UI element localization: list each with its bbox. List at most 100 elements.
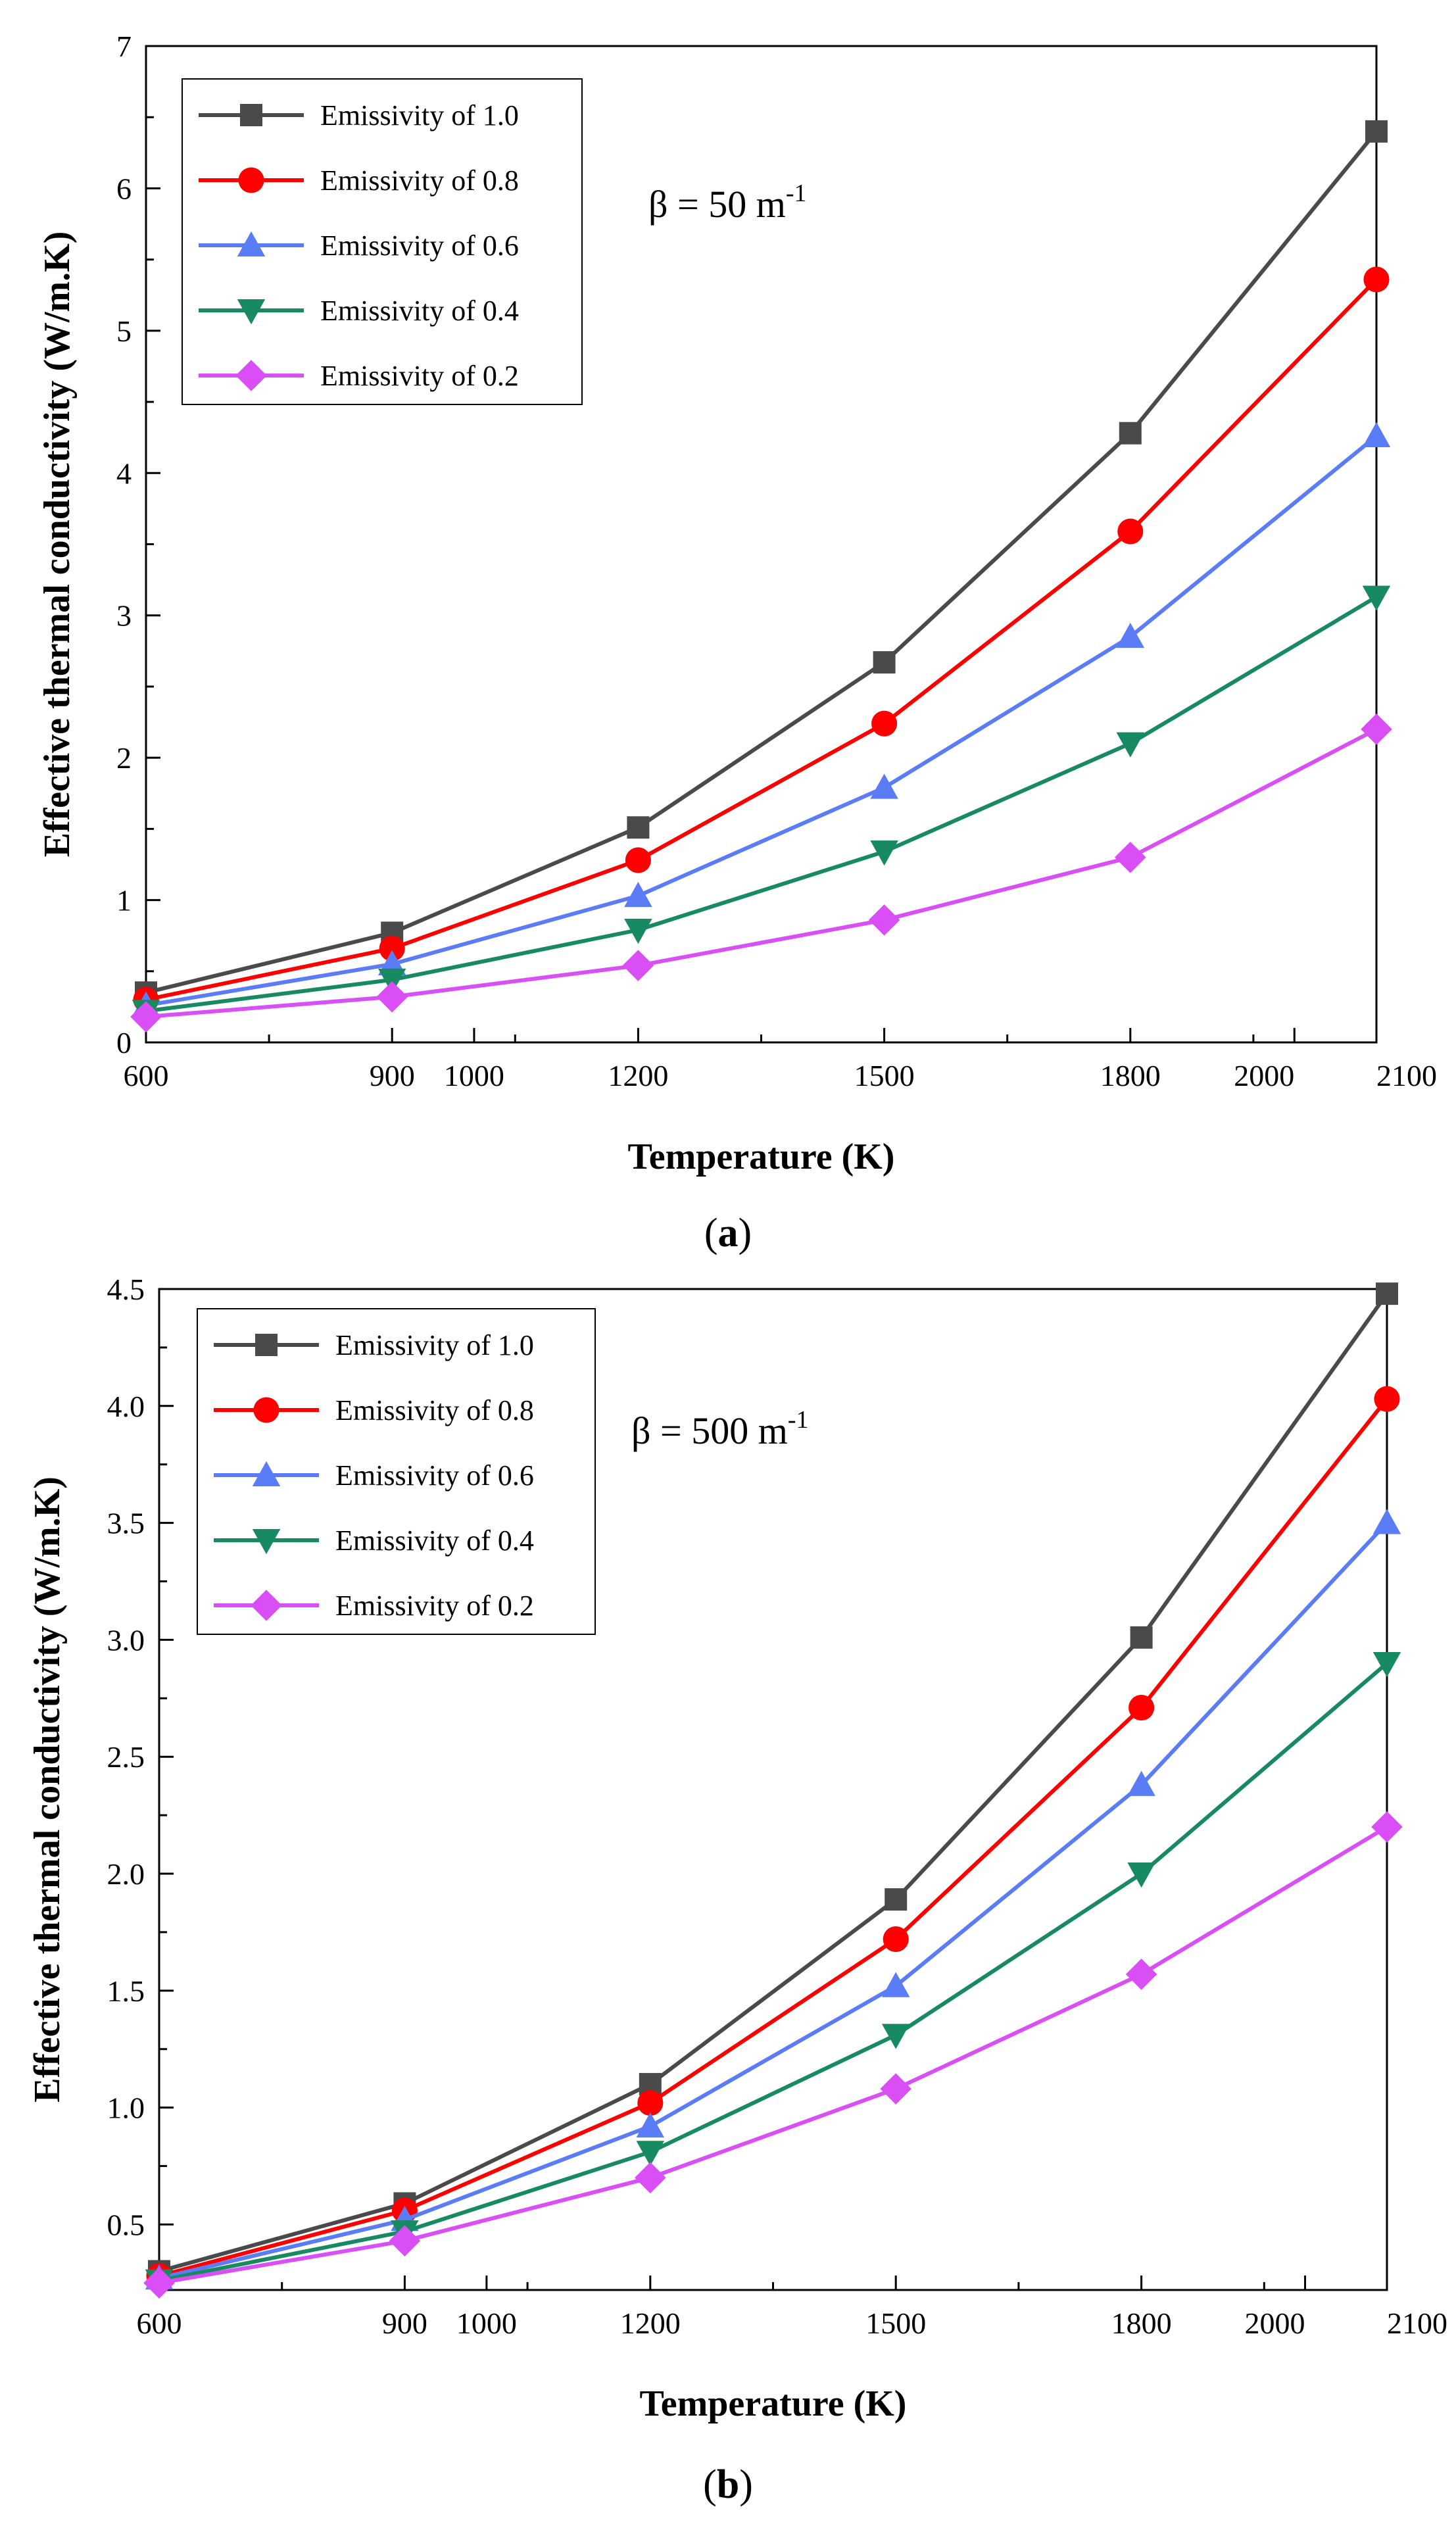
x-tick-label: 1200 — [608, 1059, 668, 1092]
legend-marker-4 — [251, 1590, 282, 1621]
legend-label: Emissivity of 0.2 — [320, 360, 519, 392]
panel-label: (a) — [704, 1211, 752, 1255]
series-3-point — [870, 840, 898, 866]
series-2-point — [636, 2112, 665, 2138]
series-line-1 — [145, 278, 1378, 1002]
series-2-point — [870, 773, 898, 799]
y-axis-title: Effective thermal conductivity (W/m.K) — [37, 231, 78, 858]
chart-panel-b: 600 900 1000 1200 1500 1800 2000 2100 0.5 1.0 1.5 2… — [27, 1273, 1447, 2507]
y-tick-label: 4.5 — [107, 1273, 145, 1306]
x-tick-label: 600 — [137, 2306, 182, 2340]
series-4-point — [880, 2073, 911, 2105]
legend-marker-2 — [237, 231, 266, 256]
beta-annotation-sup: -1 — [786, 180, 807, 207]
x-tick-label: 2100 — [1376, 1059, 1437, 1092]
legend-label: Emissivity of 0.8 — [320, 164, 519, 197]
x-tick-label: 2000 — [1234, 1059, 1294, 1092]
x-tick-label: 900 — [370, 1059, 415, 1092]
beta-annotation: β = 50 m-1 — [648, 180, 807, 226]
series-line-2 — [145, 434, 1378, 1008]
series-1-point — [1117, 518, 1144, 545]
x-tick-label: 1500 — [865, 2306, 926, 2340]
series-line-0 — [145, 130, 1378, 995]
series-3-point — [1372, 1651, 1401, 1678]
series-4-point — [1361, 714, 1392, 745]
series-0-point — [627, 816, 650, 839]
y-tick-label: 2.0 — [107, 1857, 145, 1891]
series-3-point — [1116, 732, 1145, 758]
series-4-point — [389, 2225, 421, 2257]
series-line-3 — [158, 1661, 1388, 2283]
series-4-point — [635, 2162, 666, 2194]
series-4-point — [868, 904, 900, 936]
series-3-point — [1362, 585, 1391, 611]
legend-marker-3 — [252, 1529, 281, 1555]
series-4-point — [1115, 841, 1146, 873]
series-3-point — [1127, 1862, 1155, 1888]
series-4-point — [143, 2267, 175, 2299]
series-1-point — [871, 710, 898, 737]
series-0-point — [1365, 120, 1388, 143]
series-0-point — [1376, 1282, 1398, 1305]
x-axis-title: Temperature (K) — [640, 2383, 907, 2424]
y-tick-label: 4 — [116, 456, 132, 490]
y-tick-label: 3 — [116, 599, 132, 633]
beta-annotation-base: β = 50 m — [648, 183, 786, 226]
y-tick-label: 4.0 — [107, 1390, 145, 1423]
series-2-point — [624, 881, 652, 908]
beta-annotation: β = 500 m-1 — [631, 1406, 809, 1452]
series-0-point — [873, 651, 896, 674]
series-1-point — [1363, 266, 1390, 293]
beta-annotation-base: β = 500 m — [631, 1409, 788, 1452]
panel-label-panel_suffix: ) — [739, 2462, 753, 2507]
legend-marker-3 — [237, 299, 266, 325]
x-axis-title: Temperature (K) — [628, 1136, 895, 1177]
series-1-point — [379, 935, 405, 962]
series-2-point — [1127, 1770, 1155, 1796]
series-3-point — [636, 2141, 665, 2166]
panel-label-panel_suffix: ) — [739, 1211, 752, 1255]
series-line-0 — [158, 1292, 1389, 2274]
x-tick-label: 900 — [382, 2306, 427, 2340]
y-tick-label: 1.5 — [107, 1974, 145, 2008]
legend-label: Emissivity of 0.6 — [335, 1459, 534, 1492]
series-4-point — [1371, 1811, 1403, 1843]
y-tick-label: 1 — [116, 884, 132, 917]
y-tick-label: 7 — [116, 30, 132, 63]
x-tick-label: 1500 — [854, 1059, 915, 1092]
series-2-point — [881, 1972, 910, 1997]
series-0-point — [1130, 1626, 1153, 1649]
panel-label: (b) — [703, 2462, 753, 2507]
panel-label-panel_letter: a — [718, 1211, 739, 1255]
series-line-3 — [145, 595, 1378, 1013]
x-tick-label: 2000 — [1245, 2306, 1305, 2340]
series-0-point — [1119, 422, 1142, 445]
y-tick-label: 6 — [116, 172, 132, 205]
legend-marker-0 — [255, 1334, 278, 1356]
series-3-point — [377, 968, 406, 994]
y-tick-label: 0 — [116, 1026, 132, 1059]
series-4-point — [130, 1001, 162, 1033]
series-line-2 — [158, 1521, 1389, 2281]
legend-label: Emissivity of 1.0 — [320, 99, 519, 132]
series-3-point — [881, 2024, 910, 2049]
legend-marker-1 — [253, 1397, 279, 1423]
legend-label: Emissivity of 0.2 — [335, 1590, 534, 1622]
panel-label-panel_prefix: ( — [703, 2462, 717, 2507]
y-tick-label: 2.5 — [107, 1740, 145, 1774]
legend-marker-4 — [235, 360, 267, 391]
legend-marker-2 — [252, 1461, 281, 1486]
series-line-4 — [145, 727, 1378, 1019]
legend-label: Emissivity of 1.0 — [335, 1329, 534, 1361]
panel-label-panel_letter: b — [717, 2462, 739, 2507]
legend-label: Emissivity of 0.6 — [320, 230, 519, 262]
legend-label: Emissivity of 0.8 — [335, 1394, 534, 1426]
y-tick-label: 5 — [116, 314, 132, 348]
series-4-point — [1125, 1959, 1157, 1990]
y-tick-label: 0.5 — [107, 2208, 145, 2241]
series-1-point — [637, 2089, 664, 2116]
series-3-point — [624, 919, 652, 944]
legend-label: Emissivity of 0.4 — [320, 295, 519, 327]
x-tick-label: 1000 — [444, 1059, 504, 1092]
